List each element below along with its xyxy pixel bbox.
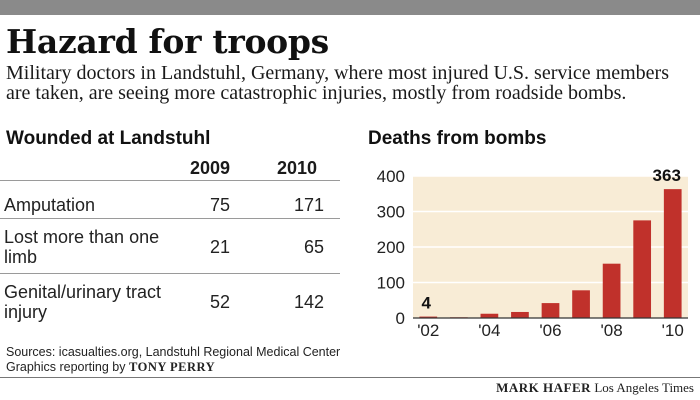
table-header-year-2009: 2009	[190, 158, 231, 178]
outlet-name: Los Angeles Times	[594, 380, 694, 395]
row-value-2009: 21	[209, 237, 230, 257]
table-row: Lost more than one limb 21 65	[0, 218, 340, 278]
x-tick-label: '10	[662, 321, 684, 338]
table-title: Wounded at Landstuhl	[6, 128, 211, 149]
bar-2010	[663, 189, 682, 318]
y-tick-label: 100	[377, 274, 405, 293]
row-value-2010: 171	[293, 195, 324, 215]
artist-name: MARK HAFER	[496, 380, 592, 395]
deaths-bar-chart: 0 100 200 300 400 '02 '04 '06 '08 '10 4 363	[377, 166, 688, 338]
x-tick-label: '04	[478, 321, 500, 338]
row-label: Amputation	[4, 195, 96, 215]
x-tick-label: '08	[601, 321, 623, 338]
x-tick-label: '06	[539, 321, 561, 338]
headline: Hazard for troops	[6, 22, 329, 61]
bottom-divider	[0, 377, 700, 378]
bars	[419, 189, 682, 319]
row-label: Genital/urinary tract injury	[4, 282, 162, 322]
sources-credit: Sources: icasualties.org, Landstuhl Regi…	[6, 345, 340, 375]
bar-2006	[541, 303, 560, 318]
bar-2009	[633, 220, 652, 318]
row-value-2010: 65	[303, 237, 324, 257]
chart-title: Deaths from bombs	[368, 128, 547, 149]
table-header-year-2010: 2010	[277, 158, 318, 178]
row-label: Lost more than one limb	[4, 227, 160, 267]
y-axis-ticks: 0 100 200 300 400	[377, 167, 405, 328]
x-axis-ticks: '02 '04 '06 '08 '10	[417, 321, 684, 338]
y-tick-label: 300	[377, 203, 405, 222]
y-tick-label: 400	[377, 167, 405, 186]
graphics-credit-name: TONY PERRY	[129, 360, 216, 374]
table-row: Amputation 75 171	[0, 180, 340, 232]
bar-2005	[511, 311, 529, 318]
bar-2004	[480, 313, 499, 318]
table-row: Genital/urinary tract injury 52 142	[0, 273, 340, 333]
row-value-2009: 75	[209, 195, 230, 215]
data-labels: 4 363	[422, 166, 681, 312]
row-value-2010: 142	[293, 292, 324, 312]
x-tick-label: '02	[417, 321, 439, 338]
bar-2007	[572, 290, 590, 318]
sources-line: Sources: icasualties.org, Landstuhl Regi…	[6, 345, 341, 359]
row-value-2009: 52	[209, 292, 230, 312]
top-bar	[0, 0, 700, 15]
bar-2008	[602, 263, 621, 318]
y-tick-label: 200	[377, 238, 405, 257]
y-tick-label: 0	[396, 309, 405, 328]
data-label: 363	[653, 166, 681, 185]
graphics-credit-line: Graphics reporting by TONY PERRY	[6, 360, 340, 375]
dek-text: Military doctors in Landstuhl, Germany, …	[6, 62, 669, 104]
byline: MARK HAFER Los Angeles Times	[496, 380, 694, 396]
bar-2002	[419, 316, 438, 318]
data-label: 4	[422, 294, 432, 313]
graphics-credit-prefix: Graphics reporting by	[6, 360, 126, 374]
